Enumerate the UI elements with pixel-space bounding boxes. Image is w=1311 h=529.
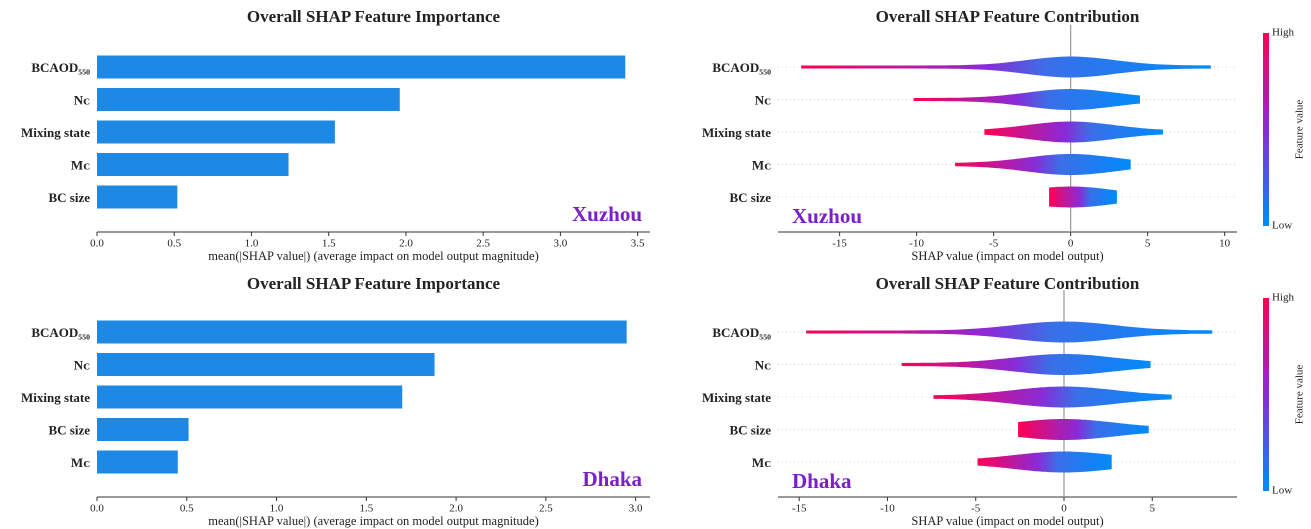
violin [1018, 419, 1149, 440]
violin [801, 56, 1211, 78]
chart: Overall SHAP Feature Importance 0.0 0.5 1.0… [21, 274, 650, 528]
y-tick-label: Mixing state [21, 390, 90, 405]
y-tick-label: Mᴄ [752, 455, 771, 470]
x-tick-label: 0 [1061, 503, 1067, 515]
violin [955, 154, 1131, 175]
y-tick-label: Mixing state [702, 125, 771, 140]
colorbar-low: Low [1272, 220, 1292, 232]
chart-title: Overall SHAP Feature Importance [247, 274, 501, 293]
x-axis-label: SHAP value (impact on model output) [911, 249, 1103, 263]
y-tick-label: BC size [729, 190, 771, 205]
x-tick-label: 3.5 [631, 238, 645, 250]
x-tick-label: -15 [792, 503, 807, 515]
chart-title: Overall SHAP Feature Contribution [876, 7, 1140, 26]
x-tick-label: -5 [989, 238, 999, 250]
x-tick-label: 5 [1145, 238, 1151, 250]
bar [97, 153, 289, 176]
x-tick-label: -10 [909, 238, 924, 250]
x-tick-label: 0.5 [167, 238, 181, 250]
y-tick-label: BC size [729, 422, 771, 437]
y-tick-label: Nᴄ [755, 357, 771, 372]
violin [977, 451, 1112, 473]
colorbar-label: Feature value [1294, 100, 1306, 160]
annotation: Dhaka [792, 469, 852, 493]
x-tick-label: 0.0 [90, 503, 104, 515]
colorbar-low: Low [1272, 485, 1292, 497]
x-tick-label: 3.0 [554, 238, 568, 250]
chart: Overall SHAP Feature Contribution -15 -10 -… [702, 7, 1306, 263]
chart-title: Overall SHAP Feature Importance [247, 7, 501, 26]
violin [913, 89, 1140, 110]
y-tick-label: Mᴄ [752, 157, 771, 172]
bar [97, 418, 189, 441]
colorbar [1263, 33, 1269, 226]
bar [97, 55, 626, 79]
bar [97, 88, 400, 111]
y-tick-label: BCAOD₅₅₀ [31, 325, 90, 340]
x-tick-label: 2.0 [399, 238, 413, 250]
y-tick-label: BCAOD₅₅₀ [712, 325, 771, 340]
violin [933, 386, 1172, 408]
chart-title: Overall SHAP Feature Contribution [876, 274, 1140, 293]
colorbar-label: Feature value [1294, 365, 1306, 425]
y-tick-label: Mᴄ [71, 455, 90, 470]
bar [97, 320, 627, 344]
y-tick-label: Nᴄ [74, 92, 90, 107]
x-tick-label: -10 [880, 503, 895, 515]
x-tick-label: 1.5 [359, 503, 373, 515]
x-tick-label: 1.5 [322, 238, 336, 250]
y-tick-label: Mixing state [21, 125, 90, 140]
y-tick-label: Nᴄ [74, 357, 90, 372]
x-axis-label: mean(|SHAP value|) (average impact on mo… [208, 249, 539, 263]
chart: Overall SHAP Feature Contribution -15 -10 -… [702, 274, 1306, 528]
violin [984, 121, 1164, 143]
x-tick-label: 1.0 [245, 238, 259, 250]
y-tick-label: BC size [48, 422, 90, 437]
x-tick-label: 5 [1150, 503, 1156, 515]
x-tick-label: 0 [1068, 238, 1074, 250]
bar [97, 353, 435, 376]
y-tick-label: BCAOD₅₅₀ [31, 60, 90, 75]
bar [97, 450, 178, 474]
x-tick-label: 2.5 [476, 238, 490, 250]
chart: Overall SHAP Feature Importance 0.0 0.5 1.0… [21, 7, 650, 263]
y-tick-label: Mᴄ [71, 157, 90, 172]
bar [97, 385, 403, 409]
annotation: Dhaka [582, 467, 642, 491]
x-tick-label: 10 [1219, 238, 1231, 250]
x-tick-label: 3.0 [629, 503, 643, 515]
colorbar-high: High [1272, 27, 1295, 39]
annotation: Xuzhou [792, 204, 862, 228]
x-tick-label: 0.5 [180, 503, 194, 515]
y-tick-label: BC size [48, 190, 90, 205]
colorbar [1263, 298, 1269, 491]
y-tick-label: BCAOD₅₅₀ [712, 60, 771, 75]
colorbar-high: High [1272, 292, 1295, 304]
annotation: Xuzhou [572, 202, 642, 226]
x-tick-label: 2.5 [539, 503, 553, 515]
x-tick-label: -5 [971, 503, 981, 515]
bar [97, 185, 178, 209]
violin [806, 321, 1213, 343]
bar [97, 120, 335, 144]
y-tick-label: Nᴄ [755, 92, 771, 107]
y-tick-label: Mixing state [702, 390, 771, 405]
x-tick-label: -15 [832, 238, 847, 250]
x-axis-label: mean(|SHAP value|) (average impact on mo… [208, 514, 539, 528]
x-axis-label: SHAP value (impact on model output) [911, 514, 1103, 528]
x-tick-label: 1.0 [270, 503, 284, 515]
violin [1049, 186, 1117, 208]
x-tick-label: 2.0 [449, 503, 463, 515]
violin [901, 354, 1151, 375]
x-tick-label: 0.0 [90, 238, 104, 250]
